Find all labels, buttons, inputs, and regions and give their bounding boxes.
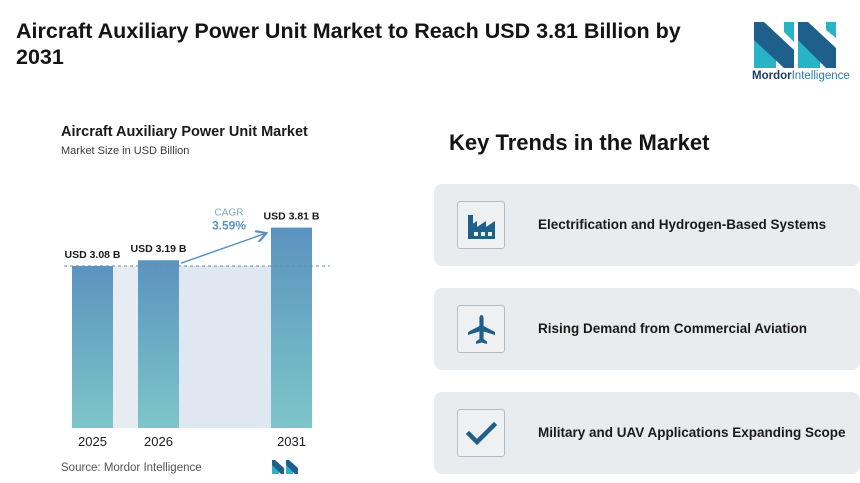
chart-subtitle: Market Size in USD Billion	[61, 145, 190, 157]
data-label-2025: USD 3.08 B	[64, 249, 120, 261]
cagr-arrow	[180, 234, 265, 264]
trend-icon-frame	[457, 305, 505, 353]
mordor-intelligence-logo: MordorIntelligence	[752, 22, 850, 84]
bar-2026	[138, 260, 179, 428]
trend-icon-frame	[457, 409, 505, 457]
trend-label: Rising Demand from Commercial Aviation	[538, 321, 808, 336]
source-note: Source: Mordor Intelligence	[61, 462, 202, 474]
trend-label: Military and UAV Applications Expanding …	[538, 425, 846, 440]
checkmark-icon	[465, 421, 498, 446]
data-label-2026: USD 3.19 B	[130, 243, 186, 255]
trends-title: Key Trends in the Market	[449, 130, 710, 155]
cagr-value: 3.59%	[212, 219, 246, 233]
logo-mark-icon	[754, 22, 836, 68]
cagr-label: CAGR	[215, 208, 244, 219]
growth-band	[179, 265, 271, 428]
trend-card-electrification: Electrification and Hydrogen-Based Syste…	[434, 184, 860, 266]
data-label-2031: USD 3.81 B	[263, 211, 319, 223]
page-headline: Aircraft Auxiliary Power Unit Market to …	[16, 19, 681, 69]
source-logo-icon	[272, 460, 298, 474]
factory-icon	[468, 215, 495, 239]
bar-2025	[72, 265, 113, 428]
trend-label: Electrification and Hydrogen-Based Syste…	[538, 217, 827, 232]
x-tick-label-2025: 2025	[78, 434, 107, 449]
trend-card-commercial-aviation: Rising Demand from Commercial Aviation	[434, 288, 860, 370]
x-tick-label-2026: 2026	[144, 434, 173, 449]
trend-card-military-uav: Military and UAV Applications Expanding …	[434, 392, 860, 474]
growth-band	[113, 265, 138, 428]
trend-icon-frame	[457, 201, 505, 249]
chart-title: Aircraft Auxiliary Power Unit Market	[61, 124, 308, 140]
x-tick-label-2031: 2031	[277, 434, 306, 449]
logo-wordmark: MordorIntelligence	[752, 70, 850, 82]
airplane-icon	[468, 315, 495, 344]
bar-2031	[271, 227, 312, 428]
